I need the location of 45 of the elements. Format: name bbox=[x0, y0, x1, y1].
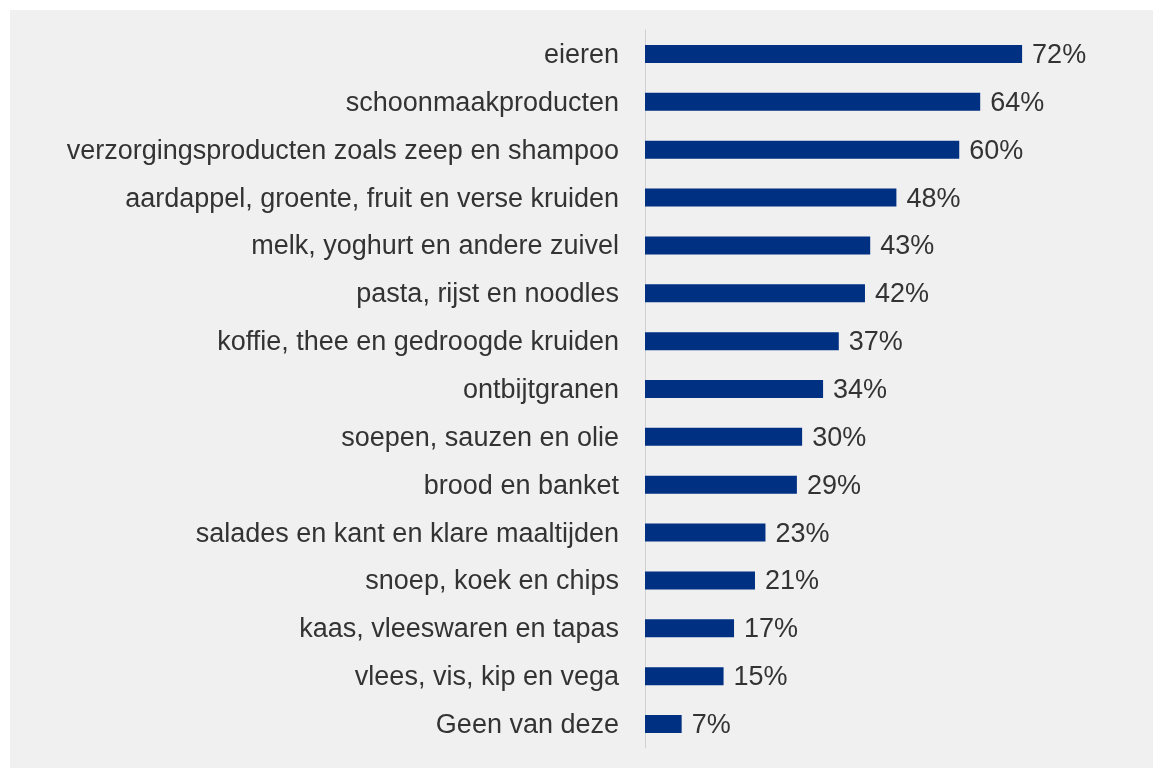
data-label: 29% bbox=[806, 469, 861, 500]
y-tick-label: Geen van deze bbox=[435, 709, 619, 740]
y-tick-label: schoonmaakproducten bbox=[345, 86, 619, 117]
data-label: 43% bbox=[880, 230, 935, 261]
bar bbox=[645, 475, 797, 494]
y-tick-label: soepen, sauzen en olie bbox=[341, 421, 619, 452]
data-label: 60% bbox=[969, 134, 1024, 165]
bar bbox=[645, 92, 981, 111]
bar bbox=[645, 619, 735, 638]
bar bbox=[645, 236, 871, 255]
bar bbox=[645, 380, 824, 398]
y-tick-label: vlees, vis, kip en vega bbox=[354, 661, 620, 692]
data-label: 21% bbox=[764, 565, 820, 596]
bar bbox=[645, 188, 897, 207]
bar bbox=[645, 427, 803, 446]
bar bbox=[645, 523, 766, 542]
bar bbox=[645, 667, 724, 686]
y-tick-label: verzorgingsproducten zoals zeep en shampoo bbox=[66, 134, 619, 165]
y-tick-label: brood en banket bbox=[423, 469, 620, 500]
bar bbox=[645, 332, 839, 351]
data-label: 23% bbox=[775, 517, 830, 548]
y-tick-label: kaas, vleeswaren en tapas bbox=[299, 613, 619, 644]
bar bbox=[645, 571, 755, 590]
y-tick-label: snoep, koek en chips bbox=[365, 565, 619, 596]
bar bbox=[645, 140, 960, 159]
data-label: 42% bbox=[874, 278, 930, 309]
data-label: 17% bbox=[744, 613, 799, 644]
data-label: 34% bbox=[833, 374, 888, 404]
y-tick-label: koffie, thee en gedroogde kruiden bbox=[217, 326, 619, 357]
bar bbox=[645, 715, 682, 734]
data-label: 64% bbox=[990, 86, 1045, 117]
data-label: 48% bbox=[906, 182, 961, 213]
y-tick-label: pasta, rijst en noodles bbox=[356, 278, 619, 309]
data-label: 37% bbox=[848, 326, 903, 357]
bar bbox=[645, 44, 1023, 63]
data-label: 7% bbox=[691, 709, 731, 740]
data-label: 72% bbox=[1032, 38, 1087, 69]
y-tick-label: melk, yoghurt en andere zuivel bbox=[251, 230, 619, 261]
y-tick-label: salades en kant en klare maaltijden bbox=[195, 517, 619, 548]
y-tick-label: eieren bbox=[543, 38, 619, 69]
y-tick-label: ontbijtgranen bbox=[462, 374, 619, 404]
y-tick-label: aardappel, groente, fruit en verse kruiden bbox=[125, 182, 619, 213]
data-label: 15% bbox=[733, 661, 788, 692]
data-label: 30% bbox=[812, 421, 867, 452]
bar bbox=[645, 284, 865, 303]
